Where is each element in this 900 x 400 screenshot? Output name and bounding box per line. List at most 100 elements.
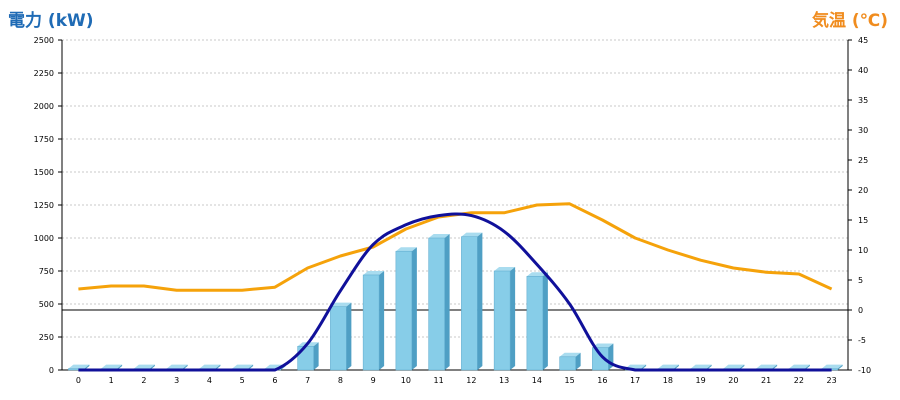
bar-top [428, 234, 450, 238]
x-tick-label: 11 [434, 376, 444, 385]
bar-side [608, 343, 614, 370]
bar-side [313, 342, 319, 370]
power-bar [493, 267, 516, 371]
bar-side [346, 302, 352, 370]
bar-front [493, 270, 511, 371]
x-tick-label: 18 [663, 376, 673, 385]
left-axis-title: 電力 (kW) [8, 11, 94, 31]
right-tick-label: 5 [858, 276, 863, 285]
left-tick-label: 2250 [34, 69, 54, 78]
bar-front [330, 306, 347, 371]
bar-top [461, 232, 483, 237]
bar-front [461, 236, 478, 371]
tick-labels: 02505007501000125015001750200022502500-1… [34, 36, 871, 385]
left-tick-label: 1500 [34, 168, 54, 177]
bar-top [395, 247, 417, 252]
x-tick-label: 19 [696, 376, 706, 385]
left-tick-label: 1000 [34, 234, 54, 243]
x-tick-label: 3 [174, 376, 179, 385]
bar-side [837, 364, 843, 370]
bar-top [690, 364, 712, 369]
temperature-line [78, 202, 833, 292]
x-tick-label: 6 [272, 376, 277, 385]
bar-front [395, 250, 413, 371]
bar-top [821, 364, 843, 369]
right-tick-label: 15 [858, 216, 868, 225]
right-axis-title: 気温 (℃) [811, 11, 888, 31]
x-tick-label: 10 [401, 376, 411, 385]
bar-front [297, 345, 314, 371]
bar-top [363, 270, 385, 275]
x-tick-label: 9 [371, 376, 376, 385]
x-tick-label: 23 [827, 376, 837, 385]
x-tick-label: 4 [207, 376, 212, 385]
bar-side [379, 270, 385, 370]
bar-top [494, 267, 516, 271]
bar-front [592, 347, 609, 371]
power-bar [395, 247, 417, 371]
bar-top [199, 364, 221, 369]
right-tick-label: 40 [858, 66, 868, 75]
right-tick-label: 45 [858, 36, 868, 45]
bar-top [657, 364, 679, 369]
left-tick-label: 0 [49, 366, 54, 375]
bar-side [542, 272, 548, 370]
right-tick-label: 25 [858, 156, 868, 165]
bar-top [330, 302, 352, 307]
x-tick-label: 2 [141, 376, 146, 385]
x-tick-label: 7 [305, 376, 310, 385]
gridlines [62, 39, 848, 338]
power-bars [68, 232, 843, 371]
bar-top [723, 364, 745, 369]
bar-front [428, 237, 445, 371]
right-tick-label: 0 [858, 306, 863, 315]
x-tick-label: 17 [630, 376, 640, 385]
power-bar [428, 234, 450, 371]
x-tick-label: 13 [499, 376, 509, 385]
x-tick-label: 20 [728, 376, 738, 385]
x-tick-label: 5 [240, 376, 245, 385]
bar-top [526, 272, 548, 277]
x-tick-label: 22 [794, 376, 804, 385]
x-tick-label: 1 [109, 376, 114, 385]
series-lines [78, 202, 833, 372]
bar-side [444, 234, 450, 370]
power-bar [330, 302, 352, 371]
bar-side [510, 267, 516, 370]
power-bar [461, 232, 483, 371]
left-tick-label: 2000 [34, 102, 54, 111]
left-tick-label: 500 [39, 300, 54, 309]
left-tick-label: 1750 [34, 135, 54, 144]
left-tick-label: 750 [39, 267, 54, 276]
bar-top [232, 364, 254, 369]
right-tick-label: 20 [858, 186, 868, 195]
left-tick-label: 1250 [34, 201, 54, 210]
power-bar [526, 272, 548, 371]
x-tick-label: 15 [565, 376, 575, 385]
right-tick-label: 30 [858, 126, 868, 135]
bar-side [411, 247, 417, 370]
right-tick-label: -10 [858, 366, 871, 375]
bar-front [559, 356, 576, 371]
bar-top [133, 364, 155, 369]
x-tick-label: 12 [466, 376, 476, 385]
x-tick-label: 16 [597, 376, 607, 385]
bar-top [756, 364, 778, 369]
bar-front [362, 274, 380, 371]
left-tick-label: 250 [39, 333, 54, 342]
bar-side [477, 232, 483, 370]
right-tick-label: 35 [858, 96, 868, 105]
right-tick-label: 10 [858, 246, 868, 255]
bar-side [575, 352, 581, 370]
bar-top [788, 364, 810, 369]
right-tick-label: -5 [858, 336, 866, 345]
x-tick-label: 8 [338, 376, 343, 385]
x-tick-label: 14 [532, 376, 542, 385]
bar-front [526, 276, 544, 371]
power-bar [559, 352, 581, 371]
power-curve [78, 212, 832, 372]
power-bar [362, 270, 385, 371]
bar-top [559, 352, 581, 357]
bar-top [592, 343, 614, 348]
